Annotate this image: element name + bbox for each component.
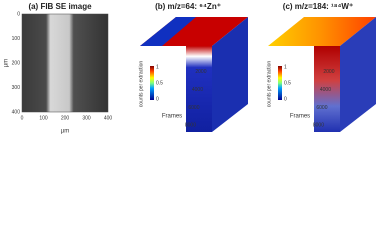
colorbar-tick: 0.5 [284, 80, 291, 86]
depth-tick-label: 8000 [185, 123, 196, 129]
y-axis-label: µm [4, 59, 10, 67]
colorbar [150, 66, 154, 100]
colorbar-tick: 1 [156, 64, 159, 70]
depth-ticks: 2000 4000 6000 8000 [313, 69, 335, 129]
y-tick-label: 200 [12, 60, 21, 66]
depth-tick-label: 8000 [313, 123, 324, 129]
depth-label: Frames [290, 114, 310, 120]
depth-label: Frames [162, 114, 182, 120]
side-face [212, 17, 248, 132]
y-tick-label: 400 [12, 109, 21, 115]
depth-tick-label: 2000 [323, 69, 334, 75]
x-tick-label: 300 [82, 115, 91, 121]
depth-ticks: 2000 4000 6000 8000 [185, 69, 207, 129]
x-axis-label: µm [61, 129, 69, 135]
top-face-low [140, 17, 196, 46]
cube [268, 17, 376, 132]
colorbar-tick: 0 [156, 96, 159, 102]
depth-tick-label: 6000 [188, 105, 199, 111]
depth-tick-label: 4000 [320, 87, 331, 93]
x-tick-label: 200 [61, 115, 70, 121]
cube [140, 17, 248, 132]
sem-image [21, 13, 109, 113]
colorbar [278, 66, 282, 100]
y-tick-label: 300 [12, 85, 21, 91]
x-tick-label: 400 [104, 115, 113, 121]
colorbar-label: counts per extraction [266, 61, 272, 108]
front-face [314, 46, 340, 132]
depth-tick-label: 6000 [316, 105, 327, 111]
depth-tick-label: 4000 [192, 87, 203, 93]
colorbar-tick: 0 [284, 96, 287, 102]
y-tick-label: 0 [17, 11, 20, 17]
colorbar-tick: 1 [284, 64, 287, 70]
panel-title: (b) m/z=64: ⁶⁴Zn⁺ [155, 2, 221, 11]
colorbar-label: counts per extraction [138, 61, 144, 108]
side-face [340, 17, 376, 132]
depth-tick-label: 2000 [195, 69, 206, 75]
y-tick-label: 100 [12, 36, 21, 42]
x-tick-label: 100 [39, 115, 48, 121]
colorbar-tick: 0.5 [156, 80, 163, 86]
front-face [186, 46, 212, 132]
panel-title: (a) FIB SE image [28, 2, 92, 11]
x-tick-label: 0 [21, 115, 24, 121]
panel-title: (c) m/z=184: ¹⁸⁴W⁺ [283, 2, 353, 11]
